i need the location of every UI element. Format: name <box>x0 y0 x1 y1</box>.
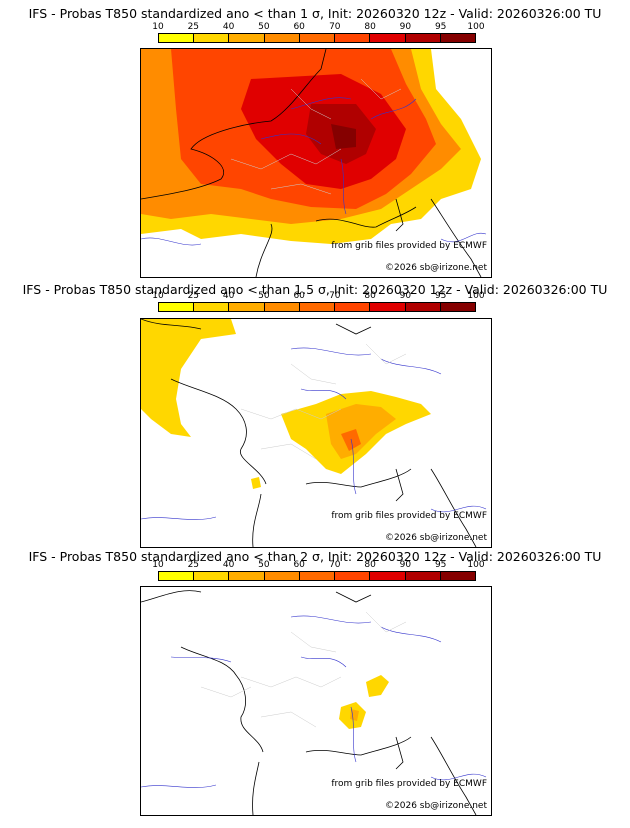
legend-swatch <box>335 572 371 580</box>
legend-tick: 95 <box>434 291 447 301</box>
source-credit: from grib files provided by ECMWF <box>331 511 487 521</box>
rivers <box>141 615 487 788</box>
legend-ticks: 10 25 40 50 60 70 80 90 95 100 <box>152 291 484 302</box>
borders <box>200 611 407 728</box>
legend-tick: 50 <box>258 22 270 32</box>
prob-area-orange <box>326 404 396 459</box>
legend-swatch <box>370 572 406 580</box>
panel-3-title: IFS - Probas T850 standardized ano < tha… <box>28 549 602 564</box>
legend-tick: 100 <box>467 22 485 32</box>
legend-color-bar <box>158 302 476 312</box>
legend-swatch <box>405 303 441 311</box>
legend-tick: 95 <box>434 22 447 32</box>
legend-tick: 50 <box>258 560 270 570</box>
legend-ticks: 10 25 40 50 60 70 80 90 95 100 <box>152 22 484 33</box>
source-credit: from grib files provided by ECMWF <box>331 241 487 251</box>
legend-swatch <box>335 34 371 42</box>
panel-1-title: IFS - Probas T850 standardized ano < tha… <box>28 6 602 21</box>
legend-tick: 60 <box>293 22 305 32</box>
legend-swatch <box>405 572 441 580</box>
copyright-credit: ©2026 sb@irizone.net <box>385 533 487 543</box>
legend-tick: 70 <box>329 22 341 32</box>
legend-swatch <box>405 34 441 42</box>
legend-swatch <box>264 303 300 311</box>
legend-tick: 10 <box>152 22 164 32</box>
legend-tick: 25 <box>187 22 200 32</box>
legend-color-bar <box>158 33 476 43</box>
borders <box>240 343 407 460</box>
legend-swatch <box>229 34 265 42</box>
borders <box>230 78 402 195</box>
legend-tick: 60 <box>293 560 305 570</box>
prob-area-yellow <box>366 675 389 697</box>
panel-2-title: IFS - Probas T850 standardized ano < tha… <box>22 282 608 297</box>
legend-swatch <box>370 34 406 42</box>
probability-map-3 <box>141 590 487 815</box>
legend-tick: 90 <box>399 560 412 570</box>
legend-swatch <box>159 34 195 42</box>
legend-swatch <box>440 572 475 580</box>
legend-tick: 25 <box>187 291 200 301</box>
probability-map-1 <box>141 49 487 277</box>
legend-swatch <box>299 572 336 580</box>
panel-2-map: from grib files provided by ECMWF ©2026 … <box>140 318 492 548</box>
legend-swatch <box>194 34 230 42</box>
legend-tick: 90 <box>399 22 412 32</box>
legend-tick: 10 <box>152 291 164 301</box>
legend-swatch <box>194 572 230 580</box>
coastline <box>141 49 482 277</box>
legend-tick: 10 <box>152 560 164 570</box>
panel-3-map: from grib files provided by ECMWF ©2026 … <box>140 586 492 816</box>
legend-tick: 80 <box>364 291 376 301</box>
legend-tick: 50 <box>258 291 270 301</box>
panel-3-legend: 10 25 40 50 60 70 80 90 95 100 <box>152 560 485 581</box>
legend-swatch <box>264 34 300 42</box>
legend-tick: 100 <box>467 291 485 301</box>
legend-tick: 90 <box>399 291 412 301</box>
panel-1-legend: 10 25 40 50 60 70 80 90 95 100 <box>152 22 485 43</box>
legend-swatch <box>264 572 300 580</box>
legend-swatch <box>299 303 336 311</box>
copyright-credit: ©2026 sb@irizone.net <box>385 801 487 811</box>
legend-swatch <box>370 303 406 311</box>
legend-swatch <box>229 303 265 311</box>
coastline <box>141 319 477 547</box>
legend-tick: 80 <box>364 560 376 570</box>
source-credit: from grib files provided by ECMWF <box>331 779 487 789</box>
legend-swatch <box>159 303 195 311</box>
legend-swatch <box>159 572 195 580</box>
legend-tick: 25 <box>187 560 200 570</box>
legend-swatch <box>335 303 371 311</box>
legend-tick: 95 <box>434 560 447 570</box>
rivers <box>141 347 487 520</box>
copyright-credit: ©2026 sb@irizone.net <box>385 263 487 273</box>
prob-area-yellow <box>141 319 236 437</box>
legend-tick: 60 <box>293 291 305 301</box>
legend-tick: 80 <box>364 22 376 32</box>
legend-tick: 70 <box>329 560 341 570</box>
panel-1-map: from grib files provided by ECMWF ©2026 … <box>140 48 492 278</box>
legend-swatch <box>229 572 265 580</box>
legend-swatch <box>299 34 336 42</box>
legend-color-bar <box>158 571 476 581</box>
legend-swatch <box>440 303 475 311</box>
probability-map-2 <box>141 319 487 547</box>
prob-area-core <box>331 124 356 149</box>
legend-tick: 40 <box>222 560 235 570</box>
legend-ticks: 10 25 40 50 60 70 80 90 95 100 <box>152 560 484 571</box>
legend-swatch <box>194 303 230 311</box>
prob-area-small <box>251 477 261 489</box>
legend-tick: 40 <box>222 22 235 32</box>
legend-swatch <box>440 34 475 42</box>
rivers <box>141 97 487 246</box>
legend-tick: 100 <box>467 560 485 570</box>
legend-tick: 40 <box>222 291 235 301</box>
coastline <box>141 590 477 815</box>
legend-tick: 70 <box>329 291 341 301</box>
panel-2-legend: 10 25 40 50 60 70 80 90 95 100 <box>152 291 485 312</box>
